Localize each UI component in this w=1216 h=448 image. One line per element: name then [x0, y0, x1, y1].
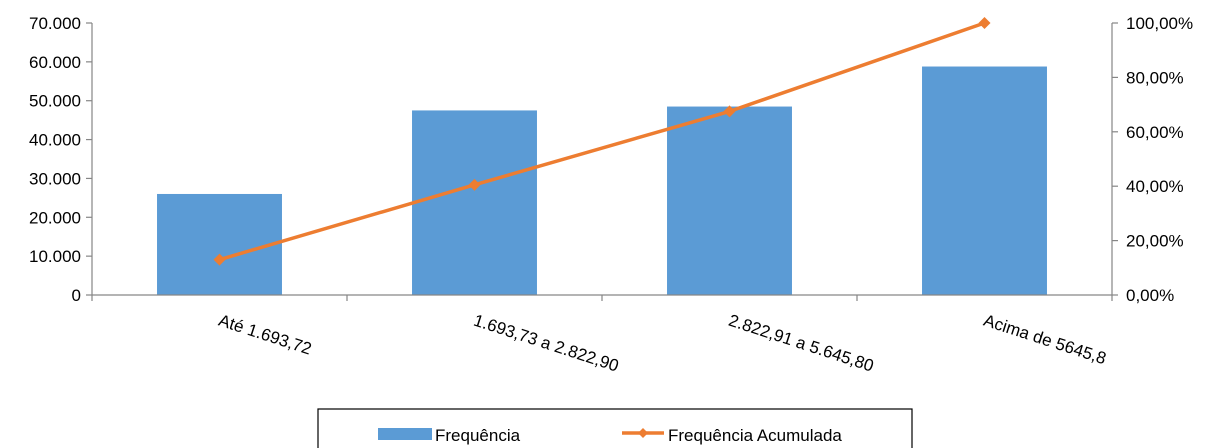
bars-group	[157, 66, 1047, 296]
cumulative-point-1-693-73-a-2-822-90	[468, 178, 481, 191]
right-tick-label: 20,00%	[1126, 232, 1184, 251]
cumulative-point-acima-de-5645-8	[978, 17, 991, 29]
left-axis-ticks: 0 10.000 20.000 30.000 40.000 50.000 60.000 70.…	[29, 14, 92, 305]
category-label-acima-de-5645-8: Acima de 5645,8	[981, 311, 1108, 368]
left-tick-label: 70.000	[29, 14, 81, 33]
left-tick-label: 30.000	[29, 169, 81, 188]
right-tick-label: 0,00%	[1126, 286, 1174, 305]
left-tick-label: 50.000	[29, 92, 81, 111]
category-label-ate-1-693-72: Até 1.693,72	[216, 311, 314, 359]
right-axis-ticks: 0,00% 20,00% 40,00% 60,00% 80,00% 100,00%	[1112, 14, 1193, 305]
left-tick-label: 60.000	[29, 53, 81, 72]
left-tick-label: 40.000	[29, 131, 81, 150]
cumulative-point-ate-1-693-72	[213, 253, 226, 266]
x-axis-ticks: Até 1.693,72 1.693,73 a 2.822,90 2.822,91 …	[91, 295, 1113, 376]
right-tick-label: 100,00%	[1126, 14, 1193, 33]
left-tick-label: 0	[72, 286, 81, 305]
legend-label-frequencia: Frequência	[435, 426, 521, 445]
left-tick-label: 10.000	[29, 247, 81, 266]
legend: Frequência Frequência Acumulada	[317, 408, 913, 448]
bar-1-693-73-a-2-822-90	[412, 110, 537, 295]
cumulative-point-2-822-91-a-5-645-80	[723, 105, 736, 118]
right-tick-label: 40,00%	[1126, 177, 1184, 196]
category-label-1-693-73-a-2-822-90: 1.693,73 a 2.822,90	[471, 311, 621, 376]
bar-ate-1-693-72	[157, 193, 282, 295]
left-tick-label: 20.000	[29, 208, 81, 227]
cumulative-line	[219, 21, 986, 262]
bar-2-822-91-a-5-645-80	[667, 106, 792, 296]
right-tick-label: 60,00%	[1126, 123, 1184, 142]
category-label-2-822-91-a-5-645-80: 2.822,91 a 5.645,80	[726, 311, 876, 376]
legend-swatch-frequencia	[378, 428, 432, 440]
bar-acima-de-5645-8	[922, 66, 1047, 296]
line-series-group	[213, 17, 991, 266]
right-tick-label: 80,00%	[1126, 68, 1184, 87]
legend-marker-frequencia-acumulada	[638, 428, 648, 438]
legend-label-frequencia-acumulada: Frequência Acumulada	[668, 426, 842, 445]
